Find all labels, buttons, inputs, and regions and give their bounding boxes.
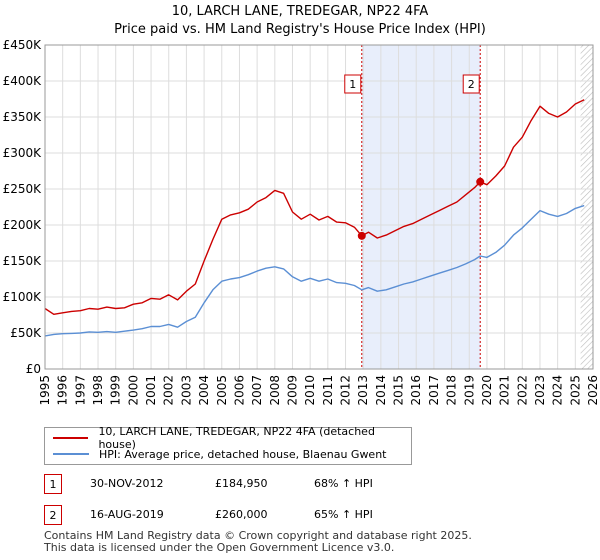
legend-swatch-property — [53, 437, 89, 439]
hatched-region — [580, 45, 593, 369]
plot-area — [45, 45, 593, 369]
transaction-date-1: 30-NOV-2012 — [90, 476, 164, 490]
chart-subtitle: Price paid vs. HM Land Registry's House … — [114, 22, 486, 37]
footer-line-1: Contains HM Land Registry data © Crown c… — [44, 529, 472, 542]
ownership-period-shade — [361, 45, 481, 369]
transaction-hpi-2: 65% ↑ HPI — [314, 507, 373, 521]
x-tick-label-7: 2002 — [162, 375, 176, 406]
x-tick-label-18: 2013 — [356, 375, 370, 406]
x-tick-label-21: 2016 — [409, 375, 423, 406]
x-tick-label-28: 2023 — [533, 375, 547, 406]
sale-marker-label-1: 1 — [349, 78, 356, 91]
x-tick-label-16: 2011 — [321, 375, 335, 406]
x-tick-label-29: 2024 — [551, 375, 565, 406]
sale-marker-box-1 — [344, 74, 362, 94]
legend-label-hpi: HPI: Average price, detached house, Blae… — [99, 447, 387, 461]
hpi-line — [44, 204, 585, 337]
x-tick-label-1: 1996 — [56, 375, 70, 406]
x-tick-label-5: 2000 — [126, 375, 140, 406]
x-tick-label-13: 2008 — [268, 375, 282, 406]
x-tick-label-24: 2019 — [462, 375, 476, 406]
x-tick-label-10: 2005 — [215, 375, 229, 406]
y-tick-label-4: £200K — [3, 218, 43, 232]
footer-line-2: This data is licensed under the Open Gov… — [44, 541, 395, 554]
x-tick-label-9: 2004 — [197, 375, 211, 406]
y-tick-label-3: £150K — [3, 254, 43, 268]
price-chart: 1 2 £0 £50K £100K £150K £200K £250K £300K £350K £4… — [3, 38, 600, 406]
x-tick-label-3: 1998 — [91, 375, 105, 406]
y-tick-label-6: £300K — [3, 146, 43, 160]
property-price-line — [44, 99, 585, 315]
transaction-marker-2: 2 — [44, 505, 62, 525]
legend-swatch-hpi — [53, 453, 89, 455]
y-tick-label-8: £400K — [3, 74, 43, 88]
x-tick-label-4: 1999 — [109, 375, 123, 406]
x-tick-label-27: 2022 — [515, 375, 529, 406]
sale-marker-label-2: 2 — [468, 78, 475, 91]
y-tick-label-0: £0 — [26, 362, 41, 376]
sale-point-1 — [357, 231, 366, 240]
transaction-marker-1: 1 — [44, 474, 62, 494]
legend-item-hpi: HPI: Average price, detached house, Blae… — [53, 446, 387, 462]
x-tick-label-6: 2001 — [144, 375, 158, 406]
legend-item-property: 10, LARCH LANE, TREDEGAR, NP22 4FA (deta… — [53, 425, 411, 451]
transaction-date-2: 16-AUG-2019 — [90, 507, 164, 521]
x-tick-label-2: 1997 — [73, 375, 87, 406]
x-tick-label-17: 2012 — [339, 375, 353, 406]
legend-label-property: 10, LARCH LANE, TREDEGAR, NP22 4FA (deta… — [98, 425, 375, 451]
x-tick-label-19: 2014 — [374, 375, 388, 406]
x-tick-label-14: 2009 — [285, 375, 299, 406]
sale-marker-box-2 — [462, 74, 480, 94]
y-tick-label-5: £250K — [3, 182, 43, 196]
transaction-hpi-1: 68% ↑ HPI — [314, 476, 373, 490]
x-tick-label-0: 1995 — [38, 375, 52, 406]
footer: Contains HM Land Registry data © Crown c… — [44, 530, 472, 554]
x-tick-label-22: 2017 — [427, 375, 441, 406]
x-tick-label-26: 2021 — [498, 375, 512, 406]
x-tick-label-25: 2020 — [480, 375, 494, 406]
legend: 10, LARCH LANE, TREDEGAR, NP22 4FA (deta… — [44, 425, 412, 465]
y-tick-label-2: £100K — [3, 290, 43, 304]
y-tick-label-1: £50K — [10, 326, 42, 340]
y-tick-label-9: £450K — [3, 38, 43, 52]
x-tick-label-20: 2015 — [392, 375, 406, 406]
chart-title: 10, LARCH LANE, TREDEGAR, NP22 4FA — [171, 4, 429, 19]
x-tick-label-23: 2018 — [445, 375, 459, 406]
transaction-price-1: £184,950 — [215, 476, 268, 490]
x-tick-label-15: 2010 — [303, 375, 317, 406]
sale-point-2 — [476, 177, 485, 186]
transaction-price-2: £260,000 — [215, 507, 268, 521]
x-tick-label-31: 2026 — [586, 375, 600, 406]
x-tick-label-12: 2007 — [250, 375, 264, 406]
y-tick-label-7: £350K — [3, 110, 43, 124]
x-tick-label-8: 2003 — [179, 375, 193, 406]
plot-frame — [44, 44, 594, 370]
x-tick-label-30: 2025 — [568, 375, 582, 406]
x-tick-label-11: 2006 — [232, 375, 246, 406]
